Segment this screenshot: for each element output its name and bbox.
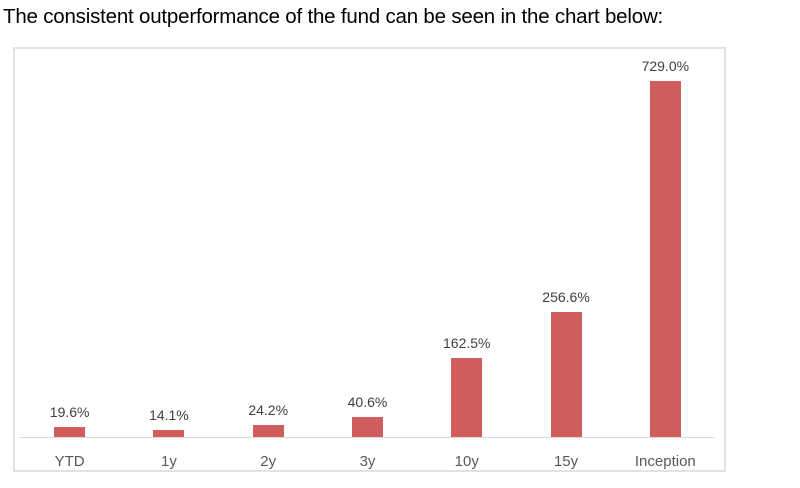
category-axis: YTD 1y 2y 3y 10y 15y Inception [20, 453, 715, 471]
bar-value-label: 162.5% [443, 334, 491, 351]
category-label: 15y [553, 453, 579, 470]
category-label: 10y [454, 453, 479, 470]
bar-column: 162.5% [417, 49, 516, 437]
bar [54, 427, 86, 437]
bar-column: 729.0% [616, 49, 715, 437]
bar [649, 81, 681, 437]
bar [451, 357, 483, 437]
bar [550, 311, 582, 437]
category-label: YTD [54, 453, 85, 470]
bar [252, 425, 284, 437]
bar-value-label: 256.6% [542, 288, 590, 305]
bar-value-label: 24.2% [248, 402, 289, 419]
bar-column: 24.2% [219, 49, 318, 437]
category-label: Inception [634, 453, 696, 470]
bar-chart: 19.6% 14.1% 24.2% 40.6% 162.5% 256.6% 729.0% Y… [13, 47, 726, 472]
category-label: 2y [260, 453, 277, 470]
bar-value-label: 729.0% [641, 58, 690, 74]
page-title: The consistent outperformance of the fun… [3, 5, 664, 28]
bar-column: 19.6% [20, 49, 119, 437]
category-label: 1y [161, 453, 177, 470]
bar-value-label: 19.6% [49, 404, 90, 421]
bar-column: 256.6% [516, 49, 615, 437]
bar-column: 14.1% [119, 49, 218, 437]
bar-value-label: 14.1% [149, 407, 189, 424]
bar-value-label: 40.6% [347, 394, 388, 411]
bar-column: 40.6% [318, 49, 417, 437]
bar [153, 430, 185, 437]
category-label: 3y [359, 453, 376, 470]
plot-area: 19.6% 14.1% 24.2% 40.6% 162.5% 256.6% 729.0% [20, 49, 715, 438]
bar [351, 417, 383, 437]
